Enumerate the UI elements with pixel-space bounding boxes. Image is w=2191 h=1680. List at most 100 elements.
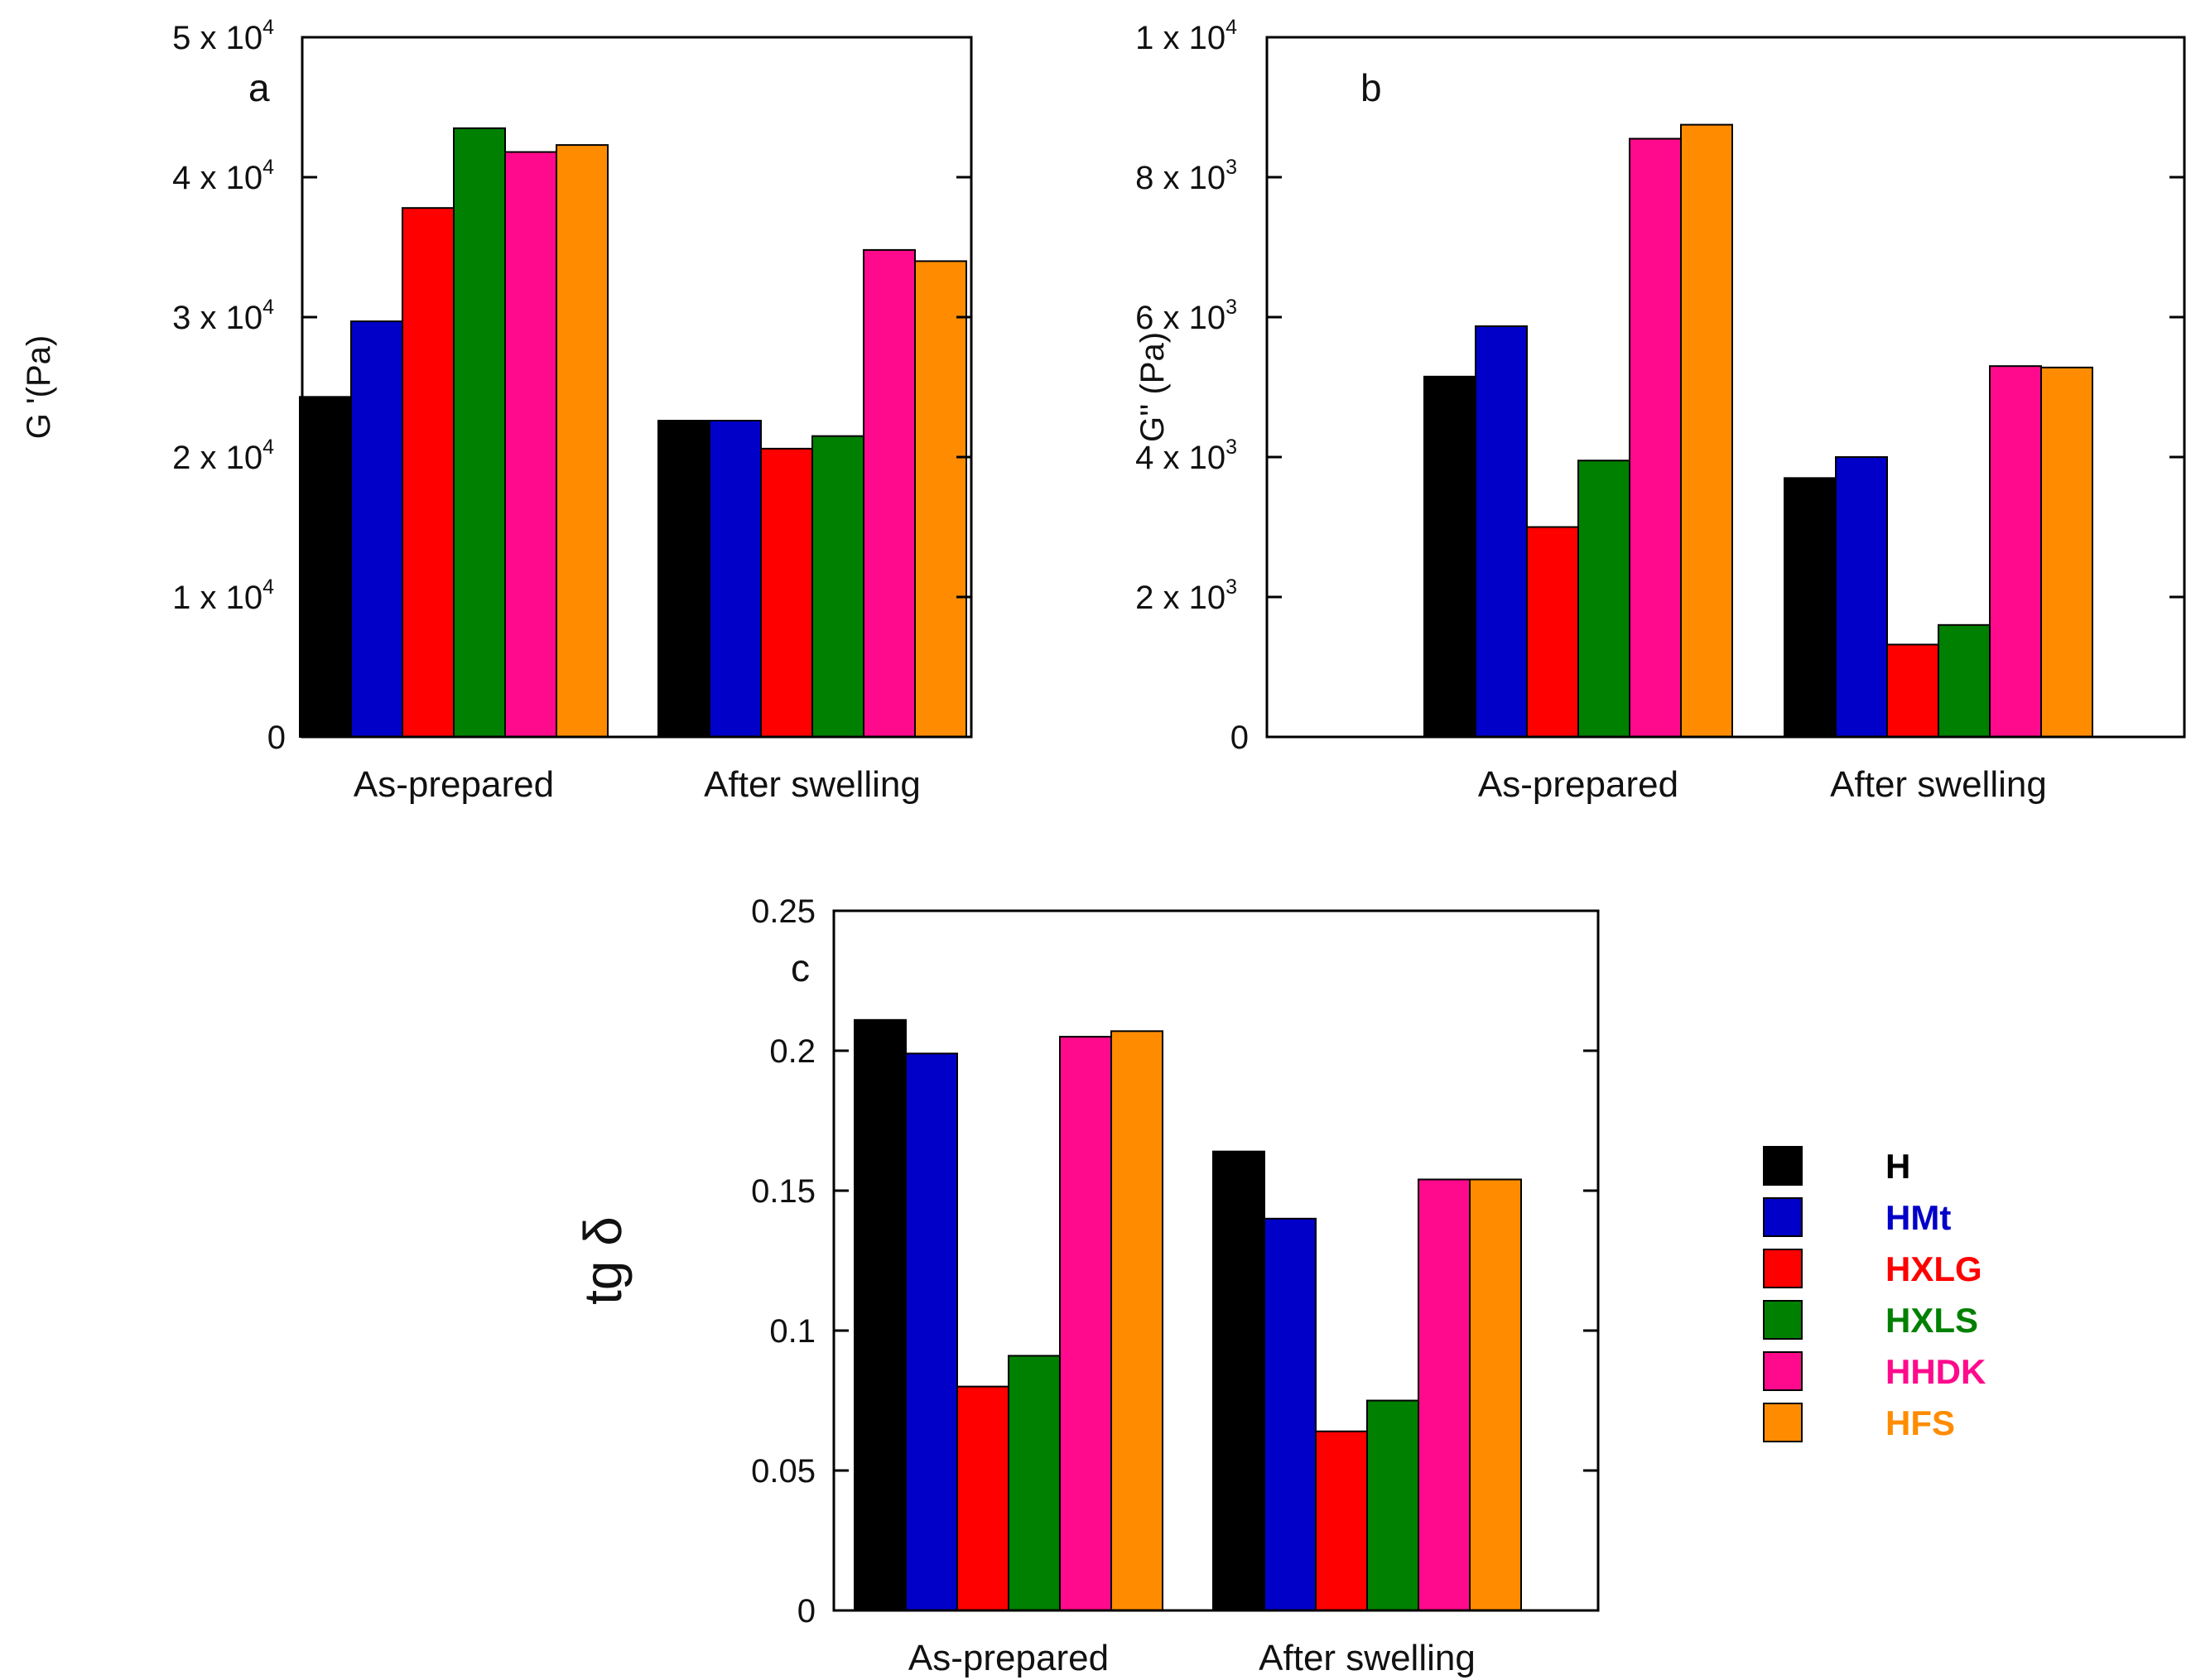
y-tick-label-base: 1 x 10	[1135, 20, 1226, 56]
y-tick-label-exponent: 4	[1226, 16, 1237, 39]
y-tick-label-exponent: 3	[1226, 575, 1237, 599]
bar-a-h-after-swelling	[657, 420, 710, 738]
y-axis-label: G'' (Pa)	[1134, 332, 1171, 442]
bar-b-h-after-swelling	[1784, 477, 1837, 738]
y-tick-label: 1 x 104	[172, 575, 274, 616]
bar-b-hmt-after-swelling	[1835, 456, 1888, 738]
legend-swatch-hxlg	[1763, 1249, 1803, 1288]
y-tick-label-exponent: 4	[262, 575, 274, 599]
bar-c-hxlg-after-swelling	[1315, 1430, 1368, 1612]
category-label: As-prepared	[354, 764, 554, 805]
y-tick-label-base: 5 x 10	[172, 20, 262, 56]
y-tick-label-exponent: 3	[1226, 156, 1237, 179]
bar-a-hxls-after-swelling	[811, 435, 864, 739]
legend-label-hmt: HMt	[1885, 1198, 1951, 1237]
plot-frame	[1265, 36, 2186, 739]
legend-swatch-hxls	[1763, 1300, 1803, 1340]
bar-c-hfs-as-prepared	[1110, 1030, 1163, 1611]
legend-swatch-hhdk	[1763, 1351, 1803, 1391]
y-tick-label-exponent: 3	[1226, 296, 1237, 319]
chart-panel-c: As-prepared After swelling 0 0.05 0.1 0.15 0.2…	[573, 893, 1600, 1678]
y-tick-label-base: 1 x 10	[172, 580, 262, 616]
y-tick-label-exponent: 3	[1226, 436, 1237, 459]
bar-b-h-as-prepared	[1423, 375, 1476, 738]
bar-c-h-after-swelling	[1212, 1150, 1265, 1612]
y-tick-label-exponent: 4	[262, 156, 274, 179]
bar-c-hmt-after-swelling	[1264, 1217, 1317, 1612]
bar-b-hxlg-after-swelling	[1886, 643, 1939, 739]
bar-a-hmt-after-swelling	[709, 420, 762, 738]
legend-label-hxlg: HXLG	[1885, 1249, 1982, 1288]
bar-b-hfs-after-swelling	[2040, 366, 2093, 738]
y-tick-label: 2 x 103	[1135, 575, 1237, 616]
bar-b-hxls-as-prepared	[1577, 460, 1630, 738]
bar-a-hxls-as-prepared	[453, 127, 506, 739]
bar-c-h-as-prepared	[854, 1018, 907, 1611]
y-tick-label: 0.15	[751, 1173, 816, 1210]
y-tick-label-exponent: 4	[262, 16, 274, 39]
category-label: After swelling	[1259, 1638, 1476, 1678]
y-tick-label-base: 4 x 10	[1135, 440, 1226, 476]
legend-swatch-hfs	[1763, 1403, 1803, 1442]
y-tick-label: 0.25	[751, 893, 816, 930]
panel-letter: a	[248, 66, 270, 109]
legend-swatch-h	[1763, 1146, 1803, 1186]
panel-letter: b	[1360, 66, 1382, 109]
plot-frame	[301, 36, 973, 739]
y-tick-label-base: 2 x 10	[172, 440, 262, 476]
y-tick-label: 0	[1230, 720, 1249, 756]
category-label: After swelling	[1830, 764, 2047, 805]
plot-frame	[832, 909, 1600, 1612]
bar-c-hxls-as-prepared	[1008, 1355, 1061, 1612]
category-label: As-prepared	[908, 1638, 1109, 1678]
category-label: After swelling	[704, 764, 921, 805]
bar-c-hxlg-as-prepared	[956, 1385, 1009, 1611]
y-tick-label-base: 8 x 10	[1135, 160, 1226, 196]
y-tick-label: 0	[797, 1593, 816, 1629]
bar-c-hhdk-after-swelling	[1418, 1178, 1471, 1611]
legend-label-hhdk: HHDK	[1885, 1352, 1986, 1391]
bar-b-hhdk-after-swelling	[1989, 365, 2042, 738]
bar-a-h-as-prepared	[299, 396, 352, 738]
bar-a-hxlg-as-prepared	[402, 207, 455, 738]
bar-a-hmt-as-prepared	[350, 320, 403, 738]
bar-a-hfs-as-prepared	[556, 144, 609, 738]
legend-label-hfs: HFS	[1885, 1403, 1955, 1442]
y-tick-label: 8 x 103	[1135, 156, 1237, 196]
bar-a-hfs-after-swelling	[914, 260, 967, 738]
y-tick-label: 4 x 103	[1135, 436, 1237, 476]
bar-b-hfs-as-prepared	[1680, 123, 1733, 738]
bar-c-hhdk-as-prepared	[1059, 1036, 1112, 1611]
panel-letter: c	[791, 946, 810, 989]
y-axis-label: tg δ	[573, 1216, 633, 1305]
y-tick-label: 1 x 104	[1135, 16, 1237, 56]
y-tick-label: 2 x 104	[172, 436, 274, 476]
legend-label-hxls: HXLS	[1885, 1301, 1978, 1340]
bar-a-hxlg-after-swelling	[760, 447, 813, 738]
bar-b-hhdk-as-prepared	[1629, 137, 1682, 738]
y-tick-label: 6 x 103	[1135, 296, 1237, 336]
y-tick-label-exponent: 4	[262, 296, 274, 319]
y-tick-label-base: 3 x 10	[172, 300, 262, 336]
y-tick-label-base: 2 x 10	[1135, 580, 1226, 616]
legend: H HMt HXLG HXLS HHDK HFS	[1763, 1146, 1986, 1442]
y-tick-label: 0	[267, 720, 286, 756]
bar-b-hmt-as-prepared	[1475, 325, 1528, 738]
category-label: As-prepared	[1478, 764, 1678, 805]
legend-swatch-hmt	[1763, 1197, 1803, 1237]
y-tick-label: 5 x 104	[172, 16, 274, 56]
y-tick-label-base: 4 x 10	[172, 160, 262, 196]
y-tick-label-base: 6 x 10	[1135, 300, 1226, 336]
bar-c-hmt-as-prepared	[905, 1052, 958, 1611]
bar-a-hhdk-as-prepared	[504, 151, 557, 738]
y-tick-label: 0.1	[769, 1313, 816, 1350]
bar-c-hfs-after-swelling	[1469, 1178, 1522, 1611]
y-tick-label: 3 x 104	[172, 296, 274, 336]
legend-label-h: H	[1885, 1147, 1910, 1186]
y-tick-label-exponent: 4	[262, 436, 274, 459]
y-tick-label: 4 x 104	[172, 156, 274, 196]
y-tick-label: 0.2	[769, 1033, 816, 1070]
